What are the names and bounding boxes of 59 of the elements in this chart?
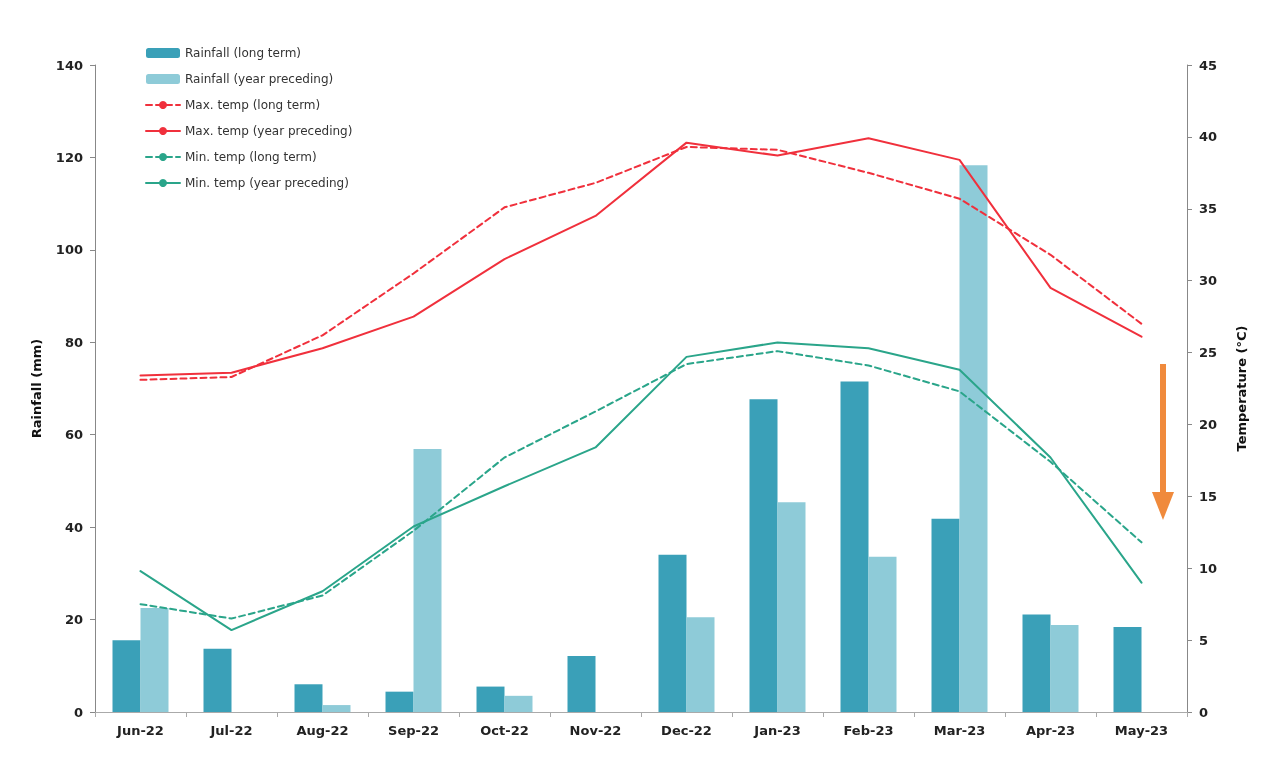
- bar: [749, 399, 778, 712]
- x-tick-label: Aug-22: [296, 723, 349, 738]
- x-tick-label: Mar-23: [933, 723, 986, 738]
- bar: [686, 617, 715, 712]
- bar: [112, 640, 141, 712]
- y-tick-label: 120: [55, 149, 83, 165]
- bar: [322, 705, 351, 712]
- y2-tick-label: 30: [1199, 273, 1218, 289]
- bar: [1113, 626, 1142, 712]
- bar: [294, 684, 323, 712]
- y2-tick-label: 0: [1199, 704, 1209, 720]
- x-tick-label: Dec-22: [661, 723, 712, 738]
- legend-label: Rainfall (year preceding): [185, 72, 334, 86]
- bar: [203, 648, 232, 712]
- bar: [504, 695, 533, 712]
- x-tick-label: Oct-22: [480, 723, 529, 738]
- x-tick-label: Nov-22: [569, 723, 622, 738]
- y-tick-label: 0: [73, 704, 83, 720]
- legend-label: Min. temp (long term): [185, 150, 317, 164]
- legend-label: Rainfall (long term): [185, 46, 302, 60]
- bar: [413, 449, 442, 712]
- x-tick-label: Jun-22: [116, 723, 164, 738]
- y2-tick-label: 15: [1199, 488, 1218, 504]
- bar: [1050, 625, 1079, 712]
- bar: [868, 556, 897, 712]
- x-tick-label: Jan-23: [753, 723, 801, 738]
- y-tick-label: 100: [55, 242, 83, 258]
- y2-tick-label: 5: [1199, 632, 1209, 648]
- x-tick-label: May-23: [1114, 723, 1169, 738]
- y2-tick-label: 20: [1199, 416, 1218, 432]
- y2-tick-label: 35: [1199, 201, 1218, 217]
- legend-label: Min. temp (year preceding): [185, 176, 349, 190]
- y-tick-label: 140: [55, 57, 83, 73]
- bar: [567, 656, 596, 712]
- bar: [385, 691, 414, 712]
- y-tick-label: 20: [64, 612, 83, 628]
- y-axis-title: Rainfall (mm): [29, 338, 44, 439]
- x-tick-label: Jul-22: [209, 723, 253, 738]
- y2-tick-label: 10: [1199, 560, 1218, 576]
- y2-tick-label: 45: [1199, 57, 1218, 73]
- y2-tick-label: 25: [1199, 345, 1218, 361]
- bar: [476, 686, 505, 712]
- bar: [840, 381, 869, 712]
- bar: [777, 502, 806, 712]
- bar: [931, 518, 960, 712]
- bar: [140, 608, 169, 712]
- legend-label: Max. temp (long term): [185, 98, 321, 112]
- x-tick-label: Feb-23: [843, 723, 894, 738]
- x-tick-label: Apr-23: [1025, 723, 1076, 738]
- legend-label: Max. temp (year preceding): [185, 124, 353, 138]
- x-tick-label: Sep-22: [388, 723, 439, 738]
- bar: [658, 554, 687, 712]
- bar: [959, 165, 988, 712]
- y2-tick-label: 40: [1199, 129, 1218, 145]
- bar: [1022, 614, 1051, 712]
- y-tick-label: 60: [64, 427, 83, 443]
- y-tick-label: 40: [64, 519, 83, 535]
- y2-axis-title: Temperature (°C): [1234, 325, 1249, 452]
- y-tick-label: 80: [64, 334, 83, 350]
